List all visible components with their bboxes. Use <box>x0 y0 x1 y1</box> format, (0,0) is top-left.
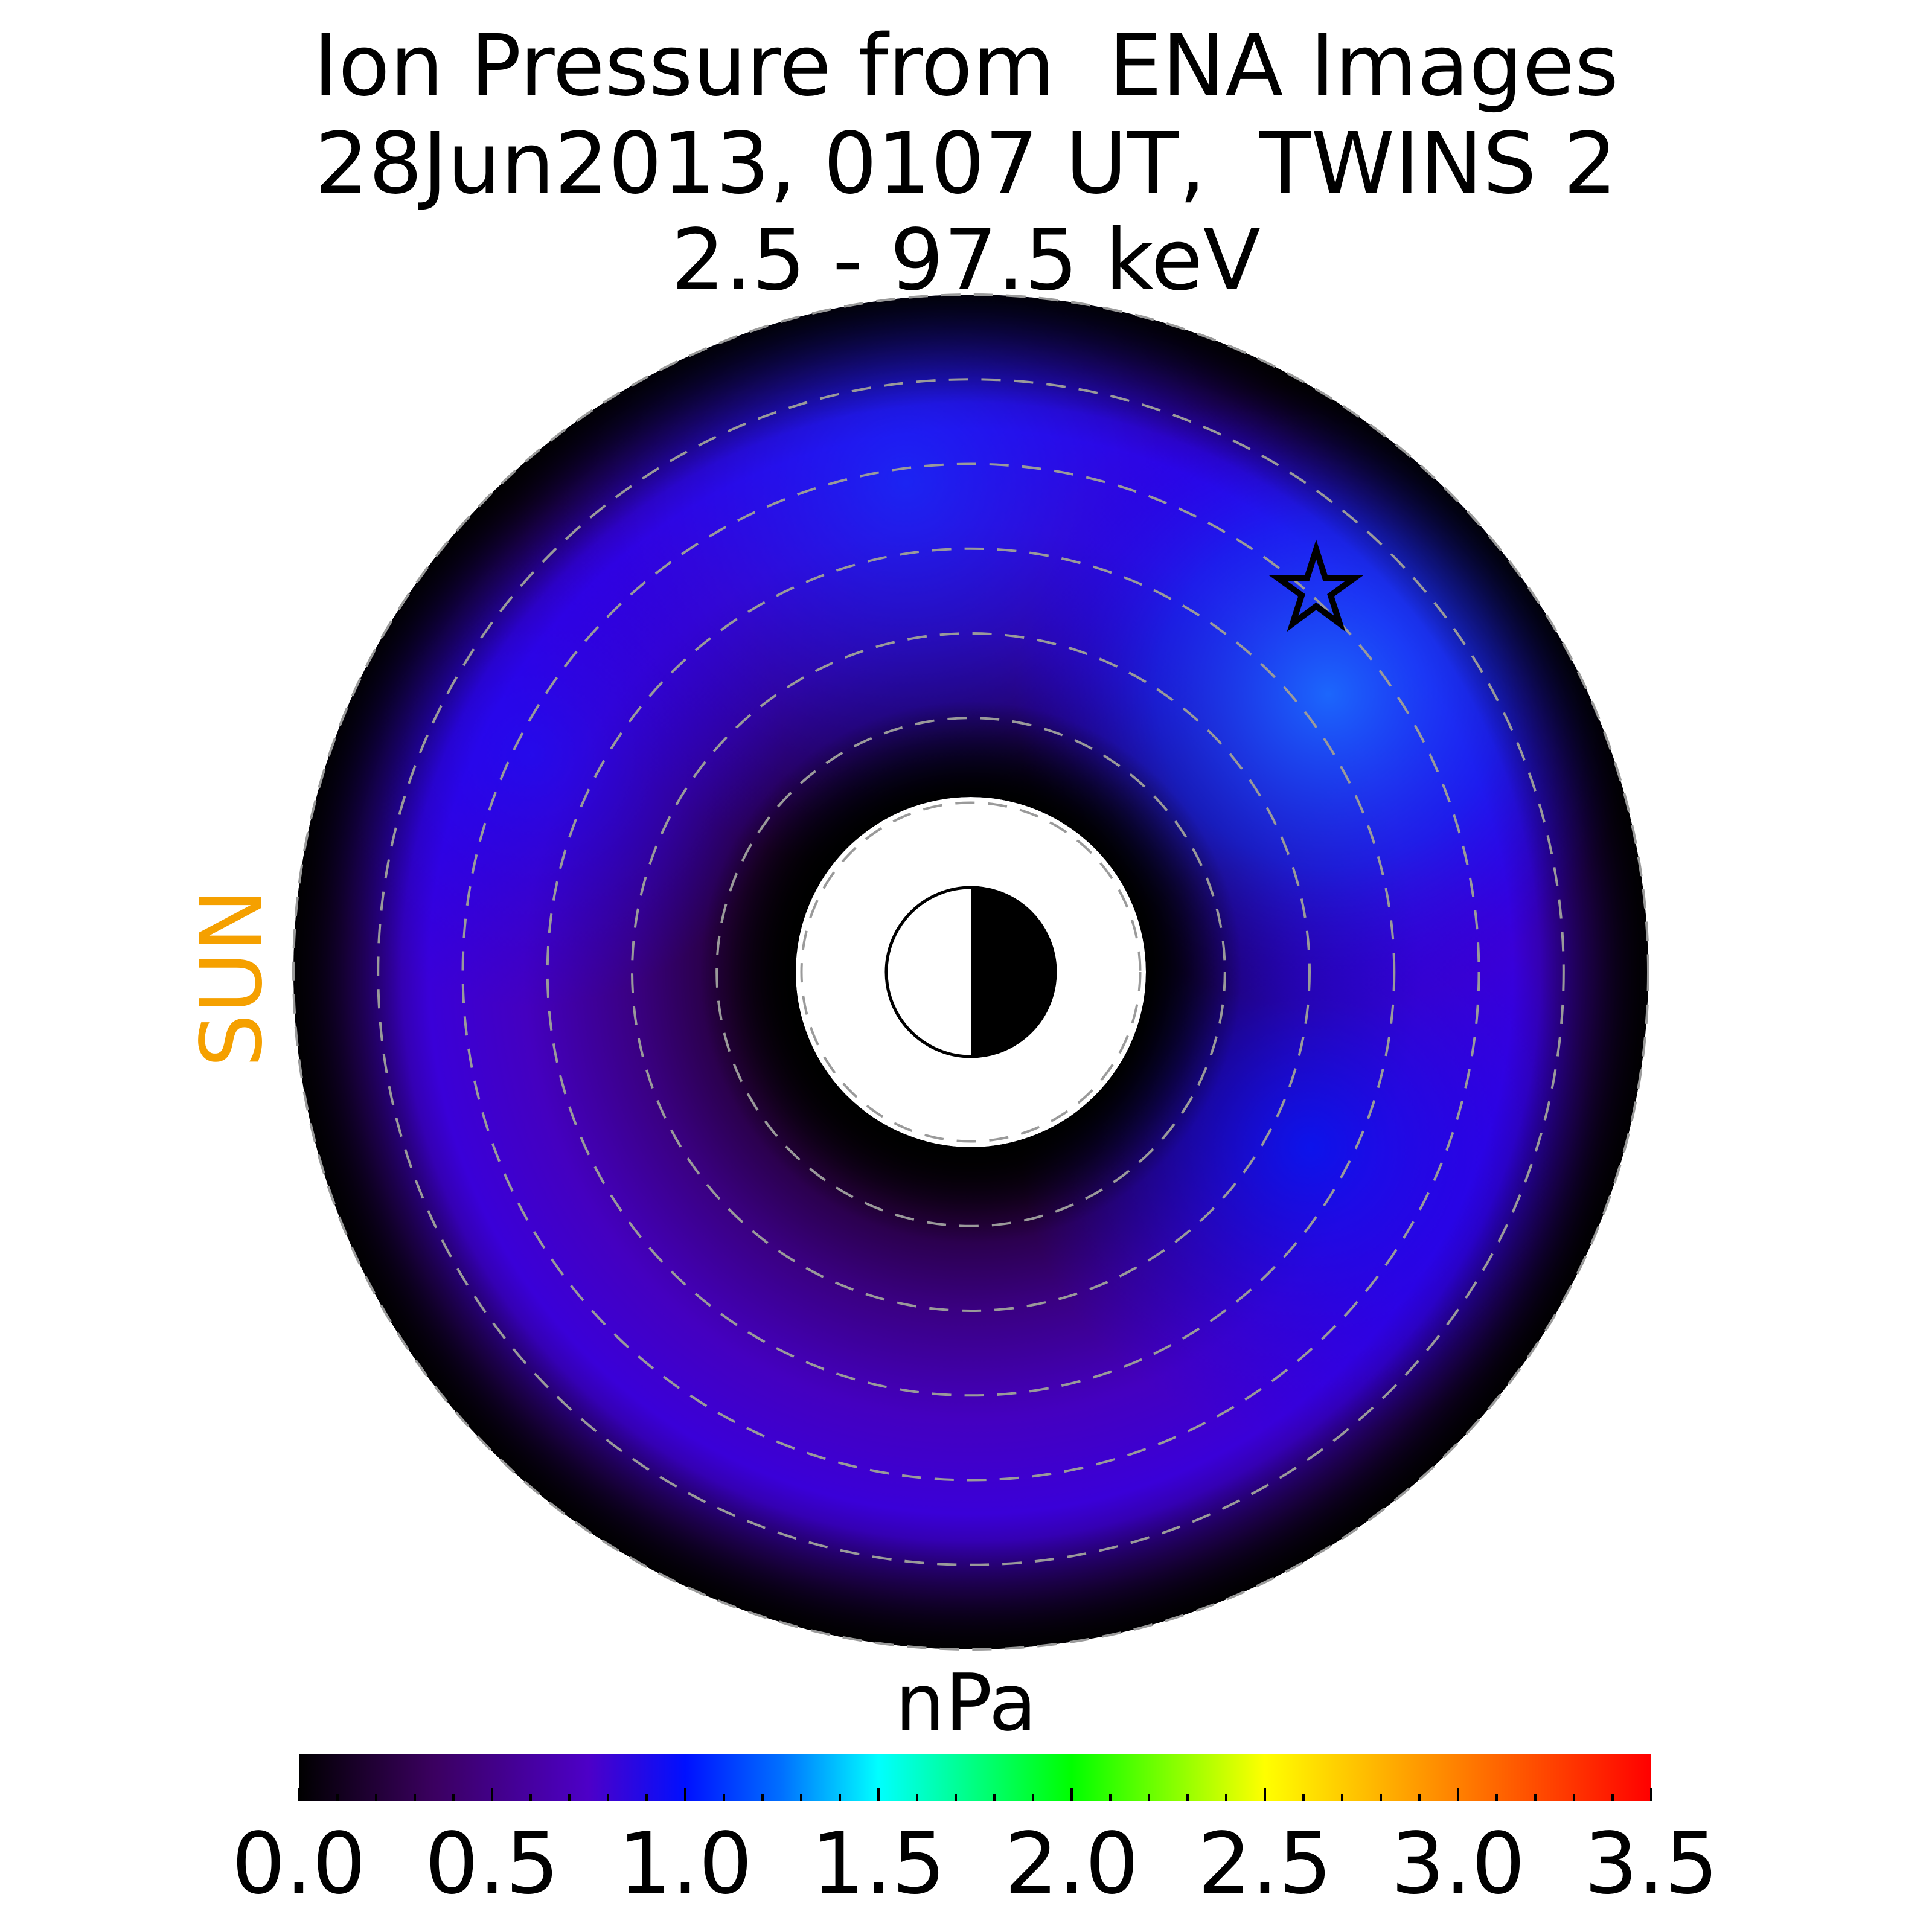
sun-direction-label: SUN <box>183 888 281 1068</box>
distance-circle <box>715 717 1226 1227</box>
chart-title-line2: 28Jun2013, 0107 UT, TWINS 2 <box>315 115 1617 213</box>
distance-circles <box>292 293 1649 1651</box>
distance-circle <box>292 293 1649 1651</box>
chart-title-line1: Ion Pressure from ENA Images <box>313 17 1619 115</box>
colorbar-unit-label: nPa <box>895 1657 1037 1748</box>
distance-circle <box>461 462 1480 1482</box>
distance-circle <box>546 547 1396 1397</box>
colorbar-tick-label: 0.0 <box>232 1815 366 1913</box>
colorbar-tick-label: 2.5 <box>1198 1815 1332 1913</box>
colorbar-tick-label: 3.0 <box>1391 1815 1526 1913</box>
star-marker <box>1268 539 1364 632</box>
colorbar-tick-label: 3.5 <box>1584 1815 1719 1913</box>
distance-circle <box>377 378 1565 1566</box>
colorbar-ticks: 0.0 0.5 1.0 1.5 2.0 2.5 3.0 3.5 <box>232 1788 1719 1913</box>
distance-circle <box>800 801 1142 1143</box>
colorbar-tick-label: 1.0 <box>618 1815 753 1913</box>
distance-circle <box>631 632 1311 1312</box>
chart-title-line3: 2.5 - 97.5 keV <box>671 211 1261 310</box>
colorbar-tick-label: 0.5 <box>425 1815 560 1913</box>
colorbar-tick-label: 2.0 <box>1005 1815 1139 1913</box>
earth-icon <box>884 886 1057 1058</box>
colorbar-tick-label: 1.5 <box>811 1815 946 1913</box>
colorbar <box>299 1754 1651 1801</box>
